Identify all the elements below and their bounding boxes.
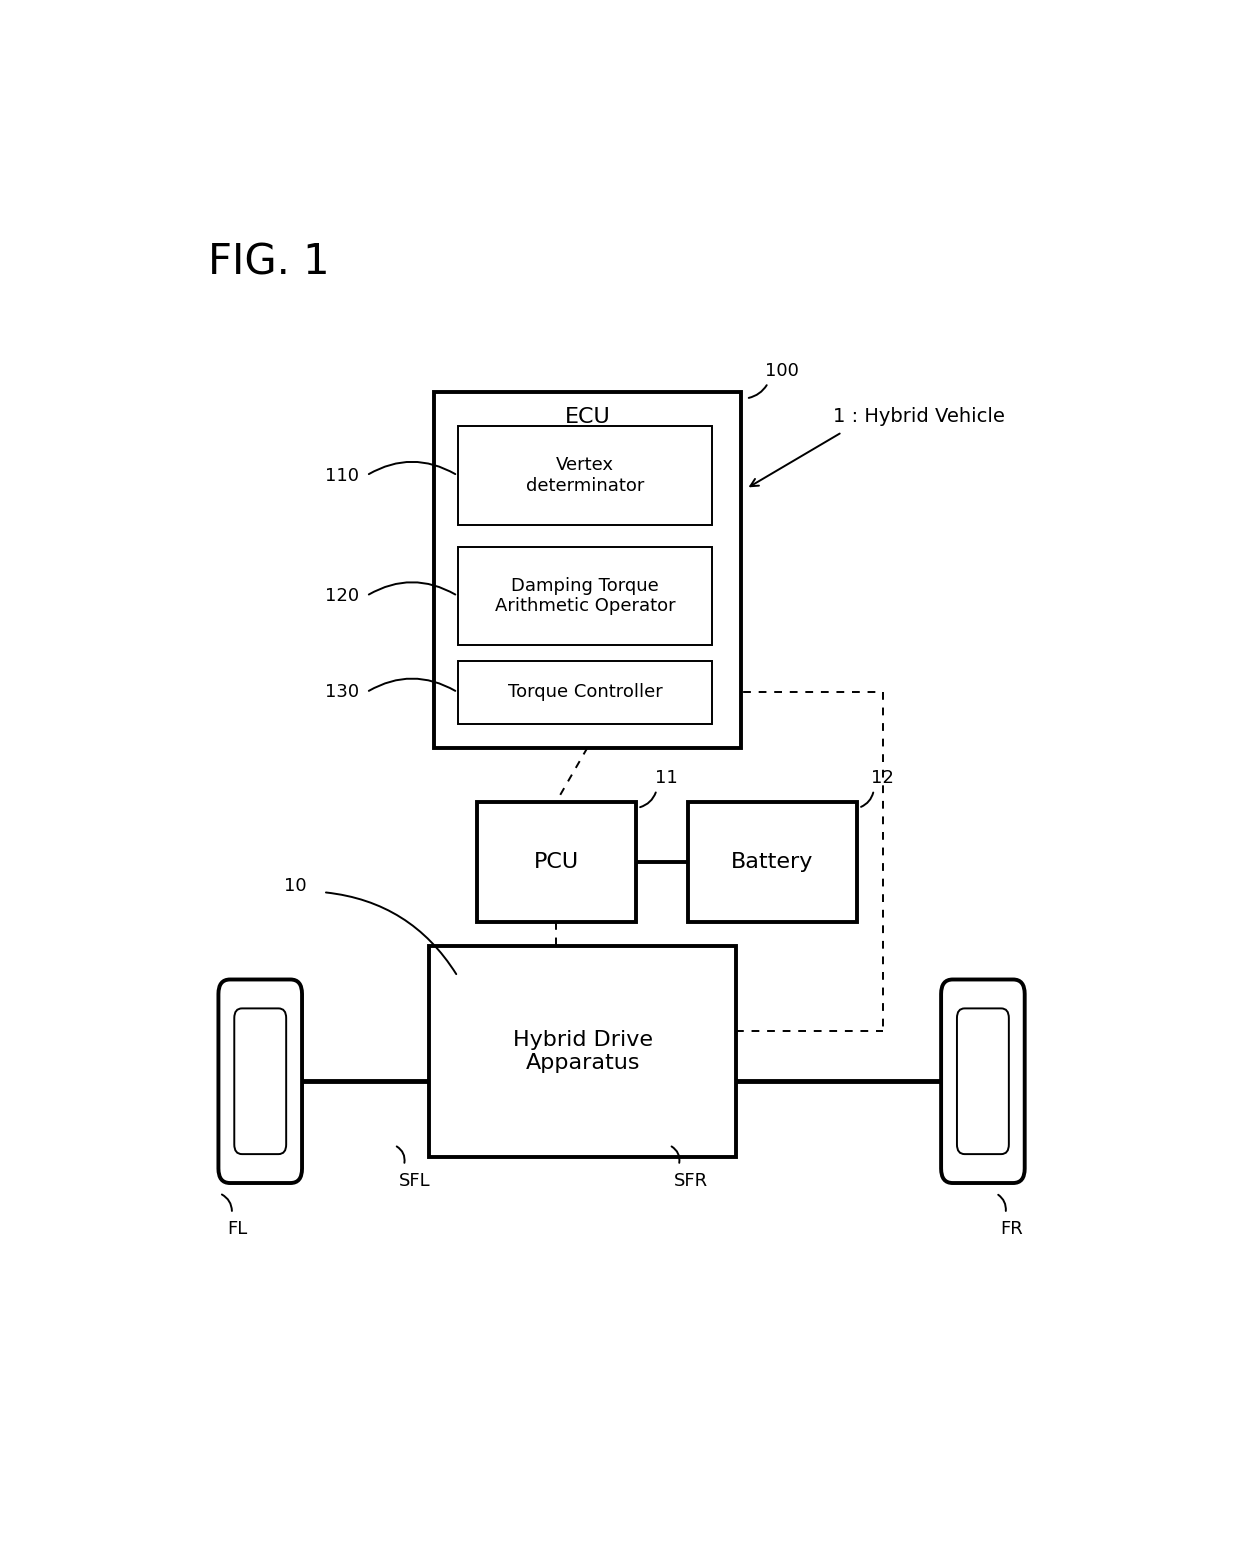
FancyBboxPatch shape xyxy=(458,662,713,724)
Text: 120: 120 xyxy=(325,586,358,605)
FancyBboxPatch shape xyxy=(941,979,1024,1182)
Text: 12: 12 xyxy=(870,769,894,787)
Text: PCU: PCU xyxy=(533,852,579,873)
Text: ECU: ECU xyxy=(564,407,610,427)
Text: 130: 130 xyxy=(325,683,358,701)
Text: FIG. 1: FIG. 1 xyxy=(208,242,330,285)
Text: 1 : Hybrid Vehicle: 1 : Hybrid Vehicle xyxy=(832,407,1004,425)
FancyBboxPatch shape xyxy=(218,979,303,1182)
FancyBboxPatch shape xyxy=(957,1009,1009,1154)
FancyBboxPatch shape xyxy=(458,425,713,526)
FancyBboxPatch shape xyxy=(477,802,635,923)
Text: 110: 110 xyxy=(325,466,358,485)
Text: 11: 11 xyxy=(655,769,677,787)
Text: Hybrid Drive
Apparatus: Hybrid Drive Apparatus xyxy=(512,1031,652,1073)
Text: SFR: SFR xyxy=(675,1171,708,1190)
Text: Battery: Battery xyxy=(732,852,813,873)
FancyBboxPatch shape xyxy=(429,946,737,1157)
FancyBboxPatch shape xyxy=(434,393,742,748)
FancyBboxPatch shape xyxy=(688,802,857,923)
Text: Damping Torque
Arithmetic Operator: Damping Torque Arithmetic Operator xyxy=(495,577,676,615)
Text: Vertex
determinator: Vertex determinator xyxy=(526,457,645,494)
FancyBboxPatch shape xyxy=(458,546,713,646)
Text: FL: FL xyxy=(227,1220,247,1237)
Text: 100: 100 xyxy=(765,363,799,380)
Text: SFL: SFL xyxy=(399,1171,430,1190)
Text: 10: 10 xyxy=(284,877,306,895)
Text: Torque Controller: Torque Controller xyxy=(507,683,662,701)
FancyBboxPatch shape xyxy=(234,1009,286,1154)
Text: FR: FR xyxy=(1001,1220,1023,1237)
